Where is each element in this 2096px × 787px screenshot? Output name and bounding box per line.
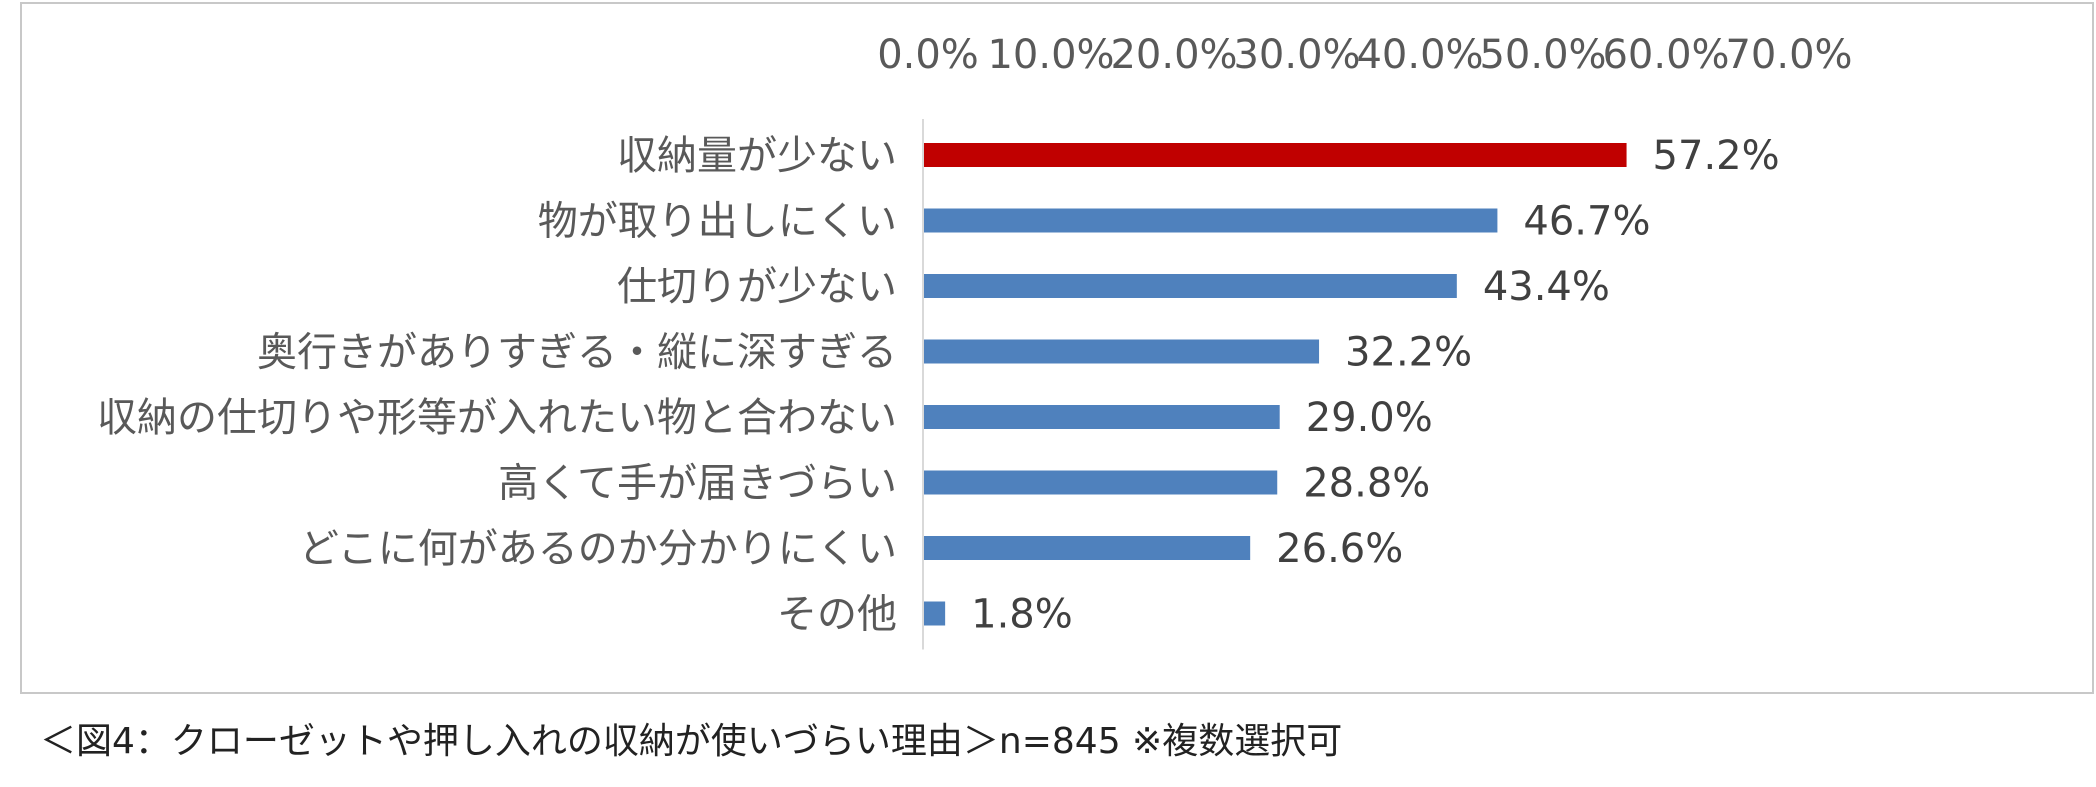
chart-frame: 0.0% 10.0% 20.0% 30.0% 40.0% 50.0% 60.0% 70.0% … (20, 2, 2094, 694)
data-label: 43.4% (1483, 264, 1610, 310)
data-label: 46.7% (1523, 199, 1650, 245)
x-tick-label: 50.0% (1479, 32, 1606, 78)
bar (924, 470, 1278, 495)
x-tick-label: 40.0% (1356, 32, 1483, 78)
x-tick-label: 20.0% (1110, 32, 1237, 78)
category-label: 収納の仕切りや形等が入れたい物と合わない (97, 395, 897, 441)
x-tick-label: 60.0% (1602, 32, 1729, 78)
bar (924, 339, 1320, 364)
category-label: 仕切りが少ない (617, 264, 897, 310)
bar (924, 143, 1627, 167)
data-label: 57.2% (1653, 133, 1780, 179)
x-tick-label: 0.0% (877, 32, 979, 78)
bar (924, 536, 1251, 560)
bar-chart: 0.0% 10.0%20.0%30.0%40.0%50.0%60.0%70.0% … (97, 32, 1853, 650)
x-tick-label: 70.0% (1725, 32, 1852, 78)
x-tick-label: 10.0% (987, 32, 1114, 78)
x-tick-label: 30.0% (1233, 32, 1360, 78)
bar (924, 601, 946, 626)
bars: 収納量が少ない 57.2% 物が取り出しにくい 46.7% 仕切りが少ない 43.4% 奥行… (97, 133, 1780, 638)
category-label: その他 (777, 592, 897, 638)
bar (924, 208, 1498, 233)
data-label: 28.8% (1303, 461, 1430, 507)
data-label: 1.8% (971, 592, 1073, 638)
bar (924, 274, 1457, 298)
figure-caption: ＜図4：クローゼットや押し入れの収納が使いづらい理由＞n=845 ※複数選択可 (40, 721, 1343, 762)
data-label: 26.6% (1276, 526, 1403, 572)
x-axis-ticks: 0.0% 10.0%20.0%30.0%40.0%50.0%60.0%70.0% (877, 32, 1852, 78)
category-label: 奥行きがありすぎる・縦に深すぎる (257, 330, 897, 376)
category-label: 収納量が少ない (617, 133, 897, 179)
category-label: 高くて手が届きづらい (498, 461, 897, 507)
data-label: 29.0% (1306, 395, 1433, 441)
category-label: 物が取り出しにくい (538, 199, 897, 245)
category-label: どこに何があるのか分かりにくい (299, 526, 897, 572)
data-label: 32.2% (1345, 330, 1472, 376)
bar (924, 405, 1280, 429)
